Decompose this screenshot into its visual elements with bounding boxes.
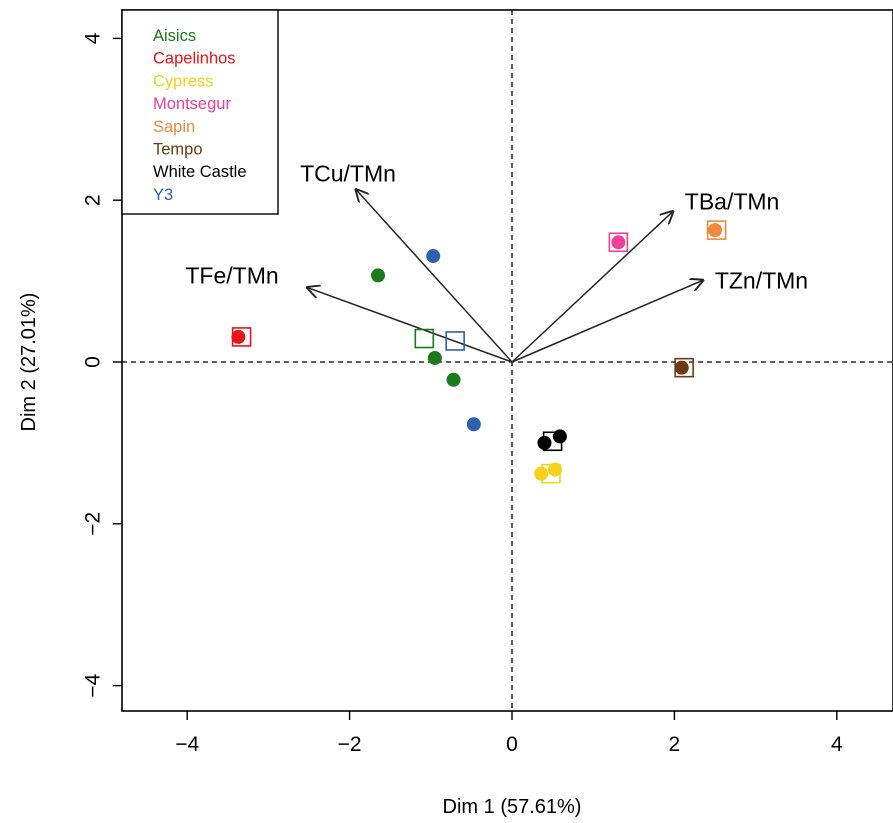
loading-vectors: TCu/TMn TFe/TMn TBa/TMn TZn/TMn bbox=[185, 161, 808, 363]
loading-vector-label: TCu/TMn bbox=[300, 161, 396, 187]
x-tick-label: 4 bbox=[831, 733, 843, 756]
y-tick-label: −2 bbox=[81, 512, 104, 536]
plot-frame bbox=[121, 9, 893, 712]
x-tick-label: 0 bbox=[506, 733, 518, 756]
y-tick-label: −4 bbox=[81, 673, 104, 697]
legend-entry-aisics: Aisics bbox=[153, 27, 196, 45]
point-y3 bbox=[466, 417, 481, 432]
point-aisics bbox=[371, 268, 386, 283]
centroid-sapin bbox=[706, 220, 727, 240]
x-axis-label: Dim 1 (57.61%) bbox=[443, 796, 582, 818]
loading-vector-label: TFe/TMn bbox=[185, 263, 278, 289]
loading-vector-tzn-tmn bbox=[511, 280, 703, 363]
point-aisics bbox=[427, 350, 442, 365]
point-white-castle bbox=[552, 429, 567, 444]
loading-vector-label: TZn/TMn bbox=[715, 267, 808, 293]
legend-box bbox=[121, 9, 279, 215]
point-tempo bbox=[674, 360, 689, 375]
loading-vector-tfe-tmn bbox=[307, 288, 513, 363]
centroid-aisics bbox=[414, 328, 435, 349]
point-aisics bbox=[446, 372, 461, 387]
point-cypress bbox=[548, 462, 563, 477]
loading-vector-label: TBa/TMn bbox=[685, 189, 780, 215]
y-axis-label: Dim 2 (27.01%) bbox=[18, 293, 40, 432]
y-tick-label: 2 bbox=[81, 194, 104, 206]
y-tick-label: 4 bbox=[81, 32, 104, 44]
point-y3 bbox=[426, 249, 441, 264]
legend-entry-tempo: Tempo bbox=[153, 141, 203, 159]
x-tick-label: 2 bbox=[669, 733, 681, 756]
x-tick-label: −2 bbox=[338, 733, 362, 756]
centroid-y3 bbox=[445, 331, 465, 351]
loading-vector-tba-tmn bbox=[511, 212, 673, 363]
legend-entry-montsegur: Montsegur bbox=[153, 95, 231, 113]
point-white-castle bbox=[537, 435, 552, 450]
data-points bbox=[231, 223, 722, 481]
legend-entry-cypress: Cypress bbox=[153, 72, 214, 90]
axes-layer: −4 −2 0 2 4 −4 −2 0 2 4 Dim 1 (57.61%) Dim 2 (27.01… bbox=[18, 9, 893, 818]
point-montsegur bbox=[611, 235, 626, 250]
point-capelinhos bbox=[231, 329, 246, 344]
legend-entry-capelinhos: Capelinhos bbox=[153, 50, 236, 68]
loading-vector-tcu-tmn bbox=[356, 190, 513, 363]
point-cypress bbox=[534, 466, 549, 481]
legend-entry-white-castle: White Castle bbox=[153, 163, 247, 181]
y-tick-label: 0 bbox=[81, 356, 104, 368]
legend: Aisics Capelinhos Cypress Montsegur Sapin Tem… bbox=[121, 9, 279, 215]
x-tick-label: −4 bbox=[175, 733, 199, 756]
point-sapin bbox=[708, 223, 722, 238]
legend-entry-y3: Y3 bbox=[153, 186, 173, 204]
legend-entry-sapin: Sapin bbox=[153, 118, 195, 136]
group-centroids bbox=[231, 220, 727, 484]
centroid-montsegur bbox=[608, 232, 629, 253]
